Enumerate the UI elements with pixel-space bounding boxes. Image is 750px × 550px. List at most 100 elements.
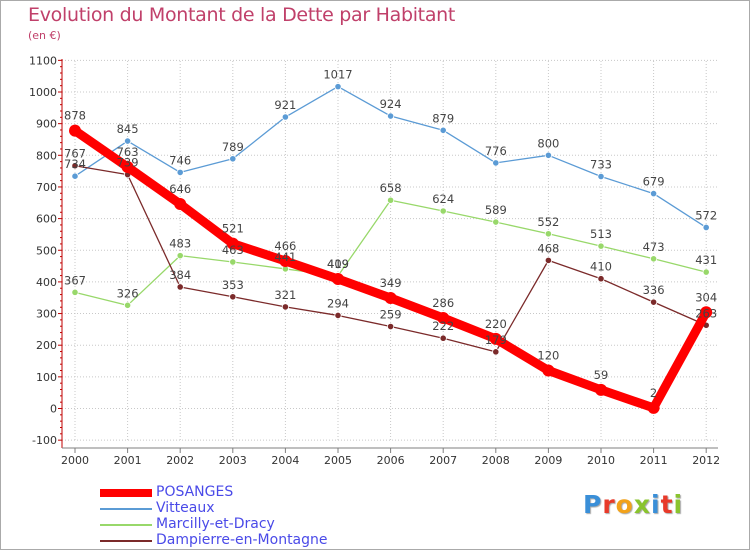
data-point <box>121 161 134 174</box>
data-label: 431 <box>695 253 717 267</box>
data-label: 220 <box>485 317 507 331</box>
data-label: 353 <box>222 278 244 292</box>
data-label: 521 <box>222 222 244 236</box>
data-point <box>649 255 658 263</box>
data-label: 286 <box>432 296 454 310</box>
logo-letter: P <box>583 490 603 519</box>
data-point <box>71 162 79 170</box>
x-tick-label: 2006 <box>377 454 405 467</box>
data-point <box>439 207 447 215</box>
x-tick-label: 2005 <box>324 454 352 467</box>
data-point <box>176 252 184 260</box>
data-point <box>542 364 555 377</box>
y-tick-label: 300 <box>36 308 57 321</box>
data-label: 924 <box>380 97 402 111</box>
data-point <box>702 223 710 232</box>
data-label: 800 <box>537 136 559 150</box>
series-vitteaux <box>71 83 710 232</box>
logo-letter: r <box>602 490 616 519</box>
proxiti-logo: Proxiti <box>583 490 683 519</box>
data-label: 120 <box>537 349 559 363</box>
data-point <box>489 332 502 345</box>
data-label: 463 <box>222 243 244 257</box>
data-label: 367 <box>64 273 86 287</box>
data-point <box>279 255 292 268</box>
x-tick-label: 2008 <box>482 454 510 467</box>
data-point <box>71 288 79 296</box>
data-point <box>386 196 395 204</box>
data-label: 349 <box>380 276 402 290</box>
data-label: 419 <box>327 257 349 271</box>
data-label: 2 <box>650 386 657 400</box>
data-label: 336 <box>643 283 665 297</box>
data-point <box>544 230 553 238</box>
y-tick-label: 400 <box>36 276 57 289</box>
data-point <box>649 298 658 306</box>
data-label: 763 <box>117 145 139 159</box>
logo-letter: x <box>633 490 651 519</box>
data-label: 483 <box>169 237 191 251</box>
series-posanges <box>69 124 713 414</box>
data-point <box>384 292 397 305</box>
x-tick-label: 2001 <box>114 454 142 467</box>
data-label: 473 <box>643 240 665 254</box>
data-label: 879 <box>432 111 454 125</box>
x-tick-label: 2000 <box>61 454 89 467</box>
data-point <box>439 126 447 134</box>
data-point <box>124 137 132 145</box>
data-label: 589 <box>485 203 507 217</box>
x-tick-label: 2004 <box>271 454 299 467</box>
legend-label: Vitteaux <box>156 500 215 516</box>
data-point <box>649 189 658 198</box>
legend-swatch <box>100 540 152 542</box>
data-point <box>229 258 237 266</box>
data-label: 468 <box>537 241 559 255</box>
data-label: 878 <box>64 109 86 123</box>
data-label: 410 <box>590 260 612 274</box>
data-label: 552 <box>537 215 559 229</box>
data-label: 739 <box>117 156 139 170</box>
chart-unit-label: (en €) <box>28 29 61 42</box>
data-label: 921 <box>274 98 296 112</box>
data-point <box>544 256 553 264</box>
y-tick-label: 1000 <box>29 86 57 99</box>
data-label: 409 <box>327 257 349 271</box>
data-point <box>281 303 289 311</box>
x-tick-label: 2011 <box>640 454 668 467</box>
data-label: 746 <box>169 153 191 167</box>
data-label: 734 <box>64 157 86 171</box>
data-point <box>597 242 605 250</box>
data-point <box>702 268 710 276</box>
data-point <box>334 83 342 91</box>
data-point <box>597 172 605 181</box>
data-label: 646 <box>169 182 191 196</box>
data-label: 321 <box>274 288 296 302</box>
data-label: 767 <box>64 147 86 161</box>
data-label: 59 <box>594 368 609 382</box>
data-point <box>174 198 187 211</box>
y-tick-label: 800 <box>36 149 57 162</box>
logo-letter: o <box>615 490 634 519</box>
legend-label: POSANGES <box>156 484 234 500</box>
series-dampierre-en-montagne <box>71 162 710 356</box>
data-label: 733 <box>590 158 612 172</box>
y-tick-label: 100 <box>36 371 57 384</box>
data-label: 513 <box>590 227 612 241</box>
data-point <box>71 172 79 180</box>
data-label: 572 <box>695 208 717 222</box>
data-point <box>124 301 132 309</box>
data-point <box>386 112 395 120</box>
data-point <box>492 218 500 226</box>
data-point <box>439 334 447 342</box>
y-tick-label: 0 <box>50 403 57 416</box>
data-label: 679 <box>643 175 665 189</box>
x-tick-label: 2003 <box>219 454 247 467</box>
data-point <box>437 311 450 324</box>
y-tick-label: 200 <box>36 339 57 352</box>
y-tick-label: 700 <box>36 181 57 194</box>
series-marcilly-et-dracy <box>71 196 710 309</box>
data-label: 222 <box>432 319 454 333</box>
logo-letter: i <box>651 490 661 519</box>
x-tick-label: 2002 <box>166 454 194 467</box>
